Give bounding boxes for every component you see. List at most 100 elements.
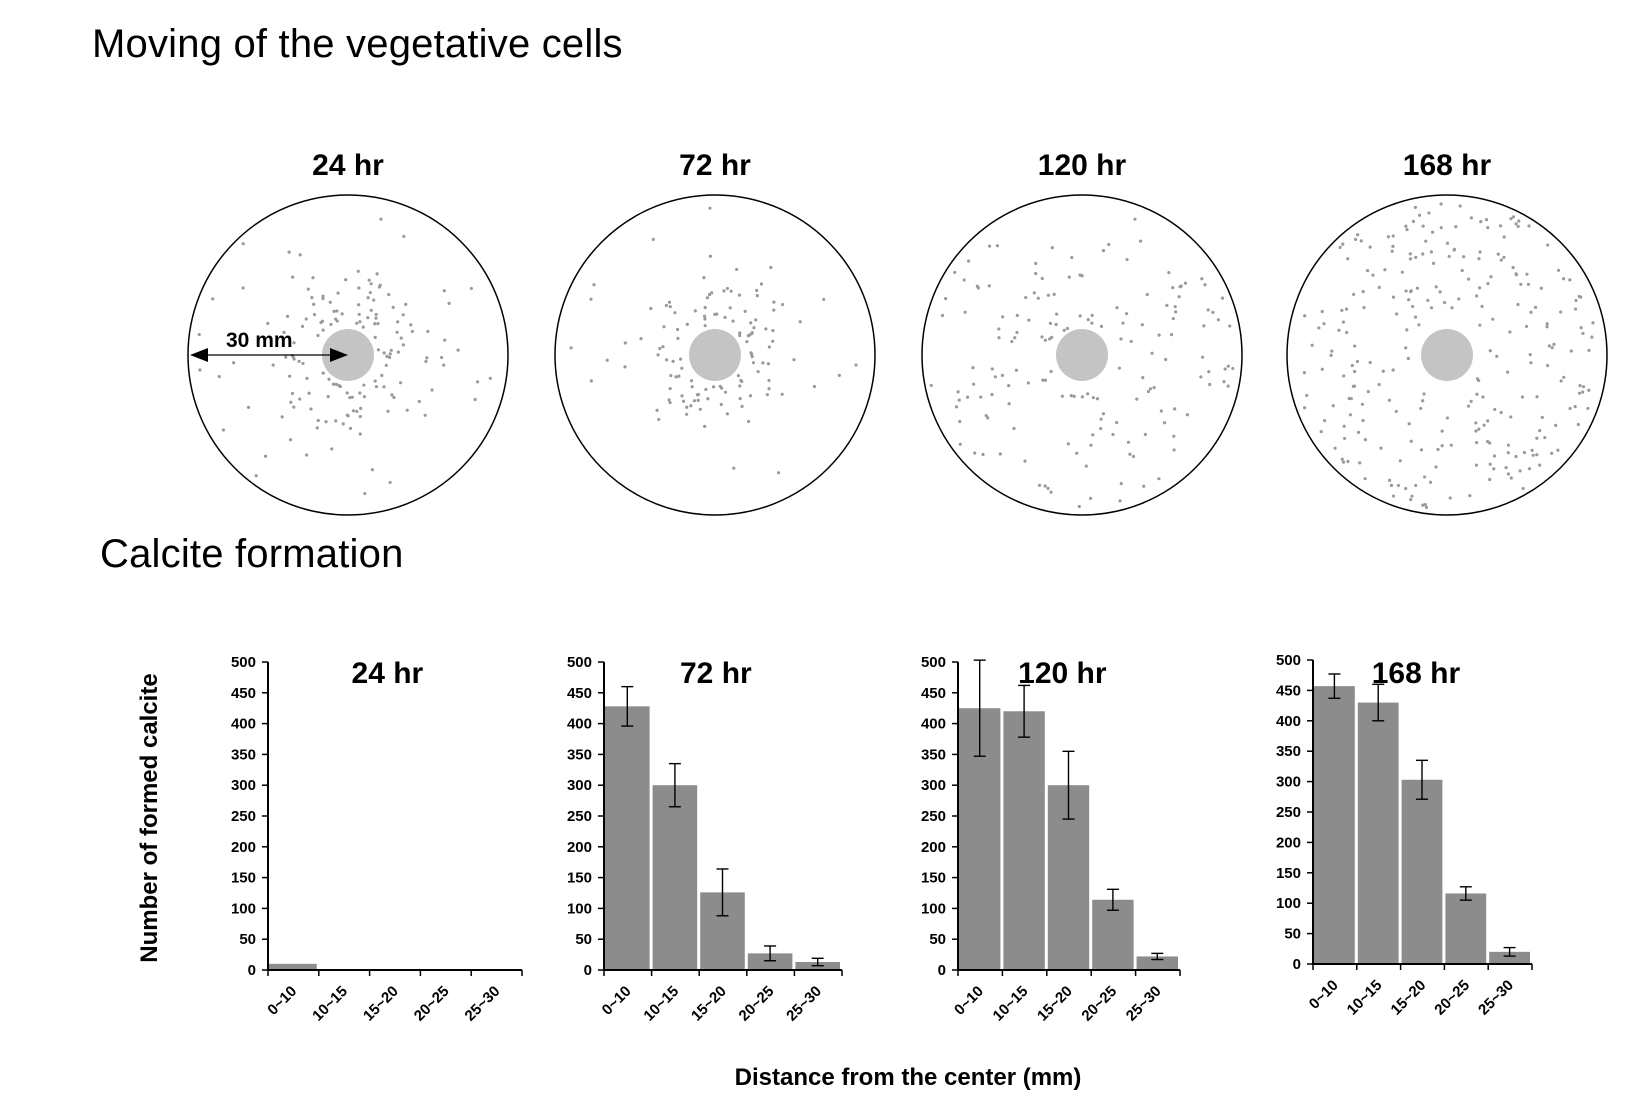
bar-chart: 0 50 100 150 200 250 300 350 400 450 500 0~10 10~15 1… [231,654,523,1025]
cell-dot [1526,282,1530,287]
x-category-label: 10~15 [1344,977,1386,1019]
cell-dot [373,379,377,383]
cell-dot [395,330,399,334]
cell-dot [1404,346,1408,350]
cell-dot [336,291,340,295]
cell-dot [754,318,758,322]
cell-dot [1488,349,1492,353]
cell-dot [1410,304,1415,309]
cell-dot [678,357,683,361]
cell-dot [1509,476,1513,480]
cell-dot [1486,226,1490,230]
cell-dot [1514,454,1518,459]
cell-dot [1101,412,1106,416]
cell-dot [1356,430,1361,434]
cell-dot [1065,326,1070,331]
cell-dot [368,290,372,295]
y-tick-label: 300 [1276,774,1301,791]
cell-dot [1475,377,1480,381]
cell-dot [671,359,675,363]
cell-dot [656,353,660,357]
cell-dot [309,407,313,411]
cell-dot [1141,376,1145,380]
petri-dish: 120 hr [921,149,1243,516]
cell-dot [1414,483,1418,488]
cell-dot [359,406,363,410]
cell-dot [217,374,221,379]
cell-dot [321,296,325,301]
cell-dot [1404,289,1408,293]
cell-dot [332,309,336,313]
cell-dot [197,332,201,337]
cell-dot [704,387,708,392]
x-category-label: 15~20 [1034,983,1076,1025]
cell-dot [334,382,339,386]
cell-dot [1358,461,1362,465]
cell-dot [780,302,785,307]
cell-dot [380,373,384,377]
cell-dot [1460,268,1464,273]
cell-dot [442,289,446,293]
cell-dot [1183,281,1188,285]
cell-dot [1474,463,1479,467]
dish-time-label: 72 hr [679,149,751,182]
cell-dot [755,288,759,293]
cell-dot [1516,224,1520,229]
cell-dot [1119,337,1123,341]
cell-dot [746,419,751,424]
cell-dot [1404,224,1408,228]
cell-dot [1517,219,1521,223]
cell-dot [399,336,403,340]
cell-dot [305,453,309,457]
cell-dot [1345,330,1349,335]
cell-dot [718,384,722,388]
cell-dot [391,305,395,309]
cell-dot [388,480,392,485]
cell-dot [389,348,393,352]
cell-dot [1533,305,1538,309]
cell-dot [311,276,315,280]
cell-dot [1084,464,1088,468]
cell-dot [1043,484,1047,488]
x-category-label: 10~15 [309,983,351,1025]
cell-dot [1010,339,1014,344]
x-category-label: 15~20 [1388,977,1430,1019]
cell-dot [358,414,362,419]
cell-dot [1581,385,1586,389]
cell-dot [312,302,316,307]
cell-dot [709,291,714,295]
cell-dot [1381,369,1385,373]
cell-dot [370,468,374,472]
cell-dot [356,269,360,273]
cell-dot [341,422,345,426]
bar [1136,956,1178,970]
cell-dot [1034,271,1038,276]
cell-dot [1216,318,1221,322]
cell-dot [1303,314,1307,318]
cell-dot [366,296,370,300]
cell-dot [569,346,573,350]
cell-dot [1478,250,1482,254]
cell-dot [1172,448,1176,452]
cell-dot [1552,342,1556,346]
cell-dot [271,363,275,367]
y-tick-label: 250 [567,808,592,825]
cell-dot [1207,370,1211,374]
bar [1445,893,1487,964]
cell-dot [355,409,359,413]
cell-dot [1303,406,1307,410]
cell-dot [1440,444,1444,448]
cell-dot [1452,247,1457,251]
cell-dot [1162,421,1167,425]
cell-dot [1434,285,1438,289]
cell-dot [1362,306,1366,310]
cell-dot [361,325,365,329]
cell-dot [1468,494,1472,498]
cell-dot [334,419,338,423]
cell-dot [1353,237,1358,241]
cell-dot [1417,213,1422,217]
cell-dot [998,452,1002,456]
cell-dot [771,339,775,343]
cell-dot [417,399,421,404]
